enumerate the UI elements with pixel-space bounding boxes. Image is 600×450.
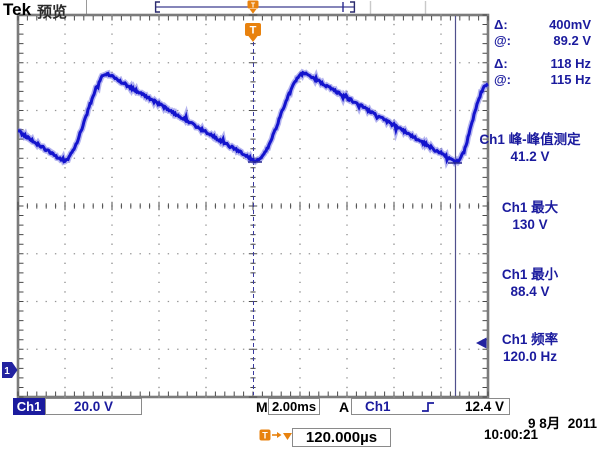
tek-logo: Tek <box>3 0 32 19</box>
ch1-ground-marker-icon: 1 <box>2 362 18 378</box>
at-label: @: <box>494 72 512 87</box>
timebase-label: M <box>256 399 268 415</box>
cursor-at-frequency: @: 115 Hz <box>494 73 591 87</box>
measurement-value: 130 V <box>512 217 548 232</box>
svg-text:T: T <box>250 25 257 37</box>
measurement-frequency: Ch1 频率 120.0 Hz <box>460 331 600 365</box>
date-display: 9 8月 2011 <box>527 416 597 431</box>
trigger-level-arrow-icon <box>476 337 487 349</box>
trigger-readout: Ch1 12.4 V <box>351 398 510 415</box>
measurement-title: Ch1 最大 <box>501 200 559 215</box>
trigger-badge-icon: T <box>245 23 261 42</box>
measurement-title: Ch1 峰-峰值测定 <box>479 132 581 147</box>
time-display: 10:00:21 <box>484 427 539 442</box>
cursor-delta-frequency: Δ: 118 Hz <box>494 57 591 71</box>
horizontal-delay-icon: T <box>259 429 292 441</box>
horizontal-delay-readout: 120.000µs <box>292 428 391 447</box>
rising-edge-icon <box>421 401 434 412</box>
delta-label: Δ: <box>494 56 508 71</box>
cursor-delta-voltage: Δ: 400mV <box>494 18 591 32</box>
measurement-value: 88.4 V <box>510 284 550 299</box>
trigger-mode-label: A <box>339 399 350 415</box>
measurement-value: 41.2 V <box>510 149 550 164</box>
timebase-readout: 2.00ms <box>268 398 320 415</box>
trigger-level-value: 12.4 V <box>464 399 504 414</box>
delta-label: Δ: <box>494 17 508 32</box>
acquisition-status: 预览 <box>37 4 68 21</box>
waveform-trace <box>17 68 490 169</box>
delta-frequency-value: 118 Hz <box>550 56 591 71</box>
measurement-max: Ch1 最大 130 V <box>460 199 600 233</box>
record-trigger-marker-icon: T <box>247 0 259 14</box>
channel1-badge: Ch1 <box>13 398 45 415</box>
measurement-title: Ch1 频率 <box>501 332 559 347</box>
cursor-at-voltage: @: 89.2 V <box>494 34 591 48</box>
measurement-value: 120.0 Hz <box>502 349 558 364</box>
at-label: @: <box>494 33 512 48</box>
svg-text:T: T <box>251 3 256 10</box>
measurement-peak-to-peak: Ch1 峰-峰值测定 41.2 V <box>460 131 600 165</box>
measurement-title: Ch1 最小 <box>501 267 559 282</box>
at-voltage-value: 89.2 V <box>553 33 591 48</box>
ch1-vertical-scale-readout: 20.0 V <box>45 398 142 415</box>
delta-voltage-value: 400mV <box>549 17 591 32</box>
trigger-source: Ch1 <box>365 399 391 414</box>
at-frequency-value: 115 Hz <box>550 72 591 87</box>
measurement-min: Ch1 最小 88.4 V <box>460 266 600 300</box>
svg-text:1: 1 <box>4 366 10 377</box>
trigger-glyph: T <box>262 431 268 441</box>
header-separator <box>86 0 427 15</box>
